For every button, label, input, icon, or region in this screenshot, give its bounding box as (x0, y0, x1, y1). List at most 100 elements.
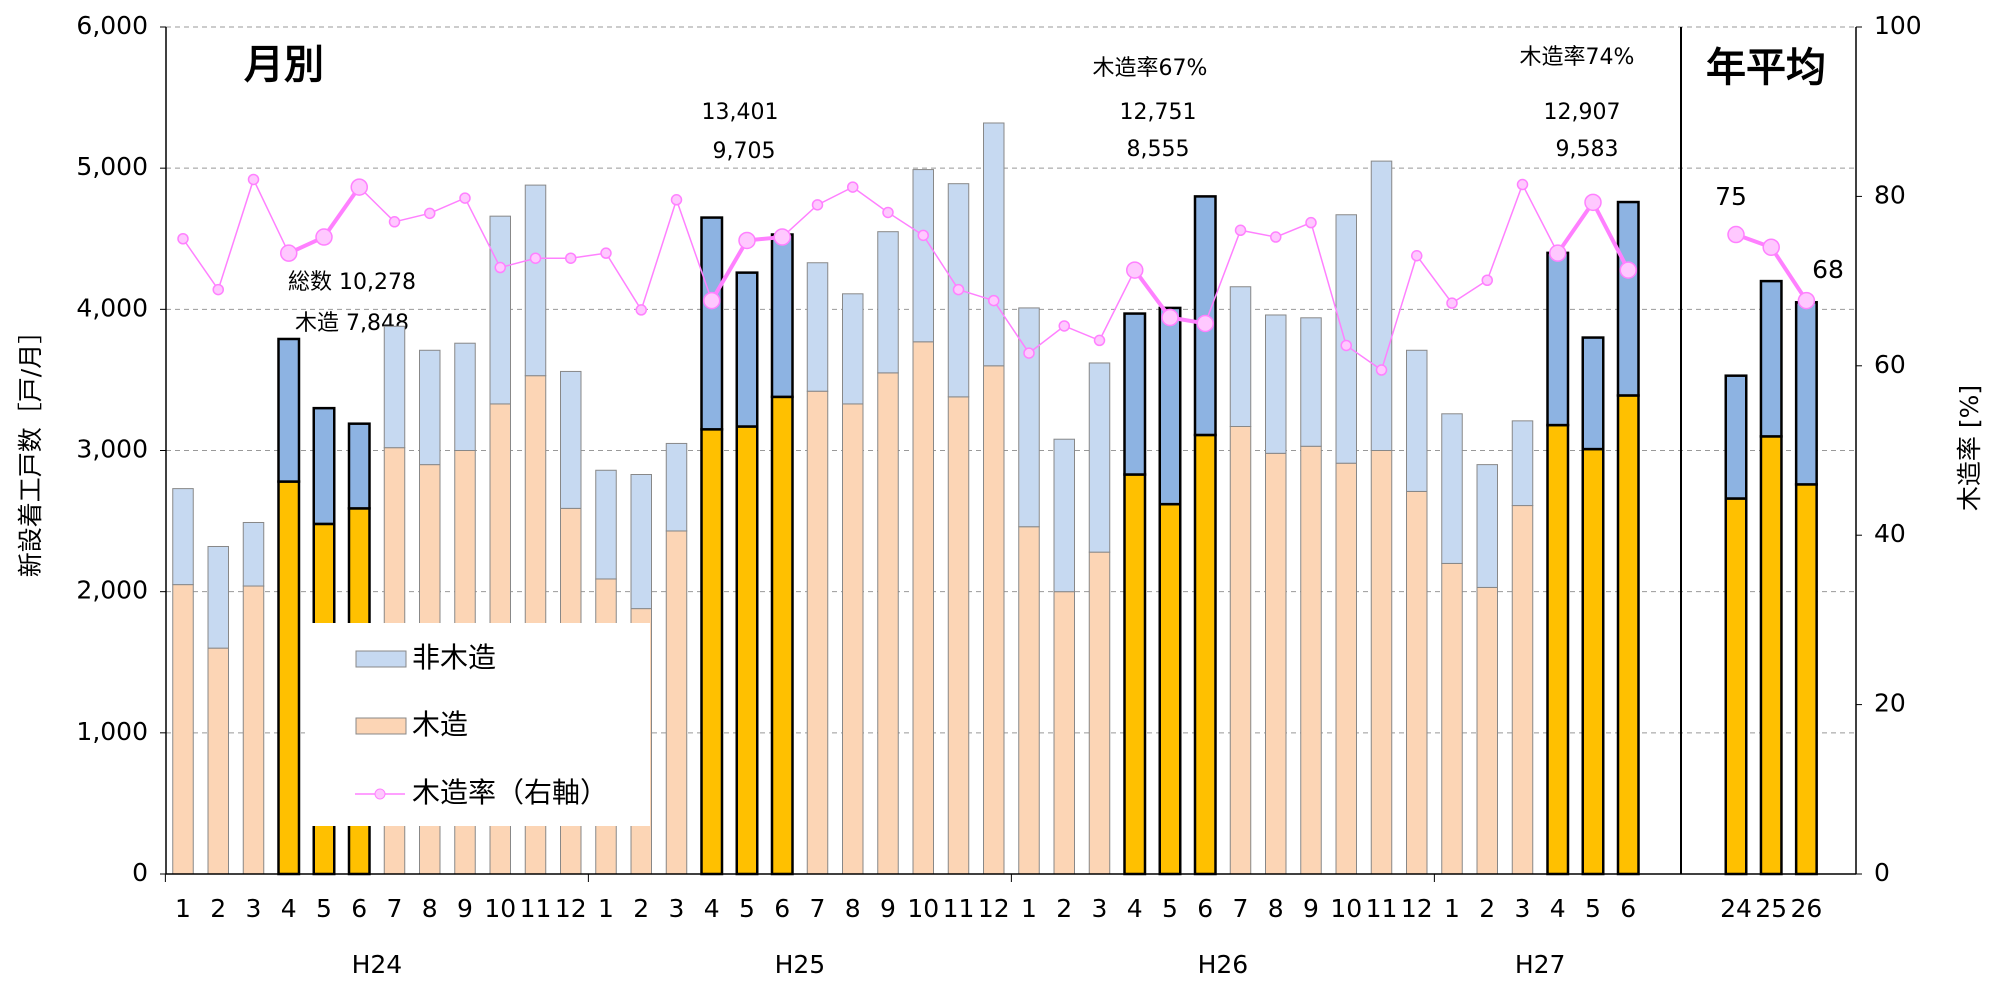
bar-segment (383, 325, 406, 449)
rate-marker (1446, 297, 1458, 309)
x-tick-label: 7 (387, 894, 403, 923)
bar-segment (489, 215, 511, 405)
x-tick-label: 6 (351, 894, 367, 923)
rate-marker (1093, 334, 1106, 347)
bar-segment (983, 122, 1005, 367)
x-tick-label: 3 (1515, 894, 1531, 923)
bar-segment (1441, 562, 1463, 875)
bar-segment (277, 337, 301, 483)
x-tick-label: 4 (1127, 894, 1143, 923)
bar-segment (1476, 464, 1498, 588)
bar-segment (1300, 317, 1322, 447)
bar-segment (1724, 374, 1748, 500)
bar-segment (770, 395, 794, 876)
bar-segment (1581, 336, 1605, 451)
bar-segment (347, 422, 371, 510)
rate-marker (424, 207, 436, 220)
y2-tick-label: 80 (1874, 180, 1906, 209)
bar-segment (842, 403, 864, 875)
rate-marker (388, 216, 401, 228)
x-tick-label: 1 (1444, 894, 1460, 923)
bar-segment (700, 428, 724, 876)
bar-segment (172, 488, 194, 586)
bar-segment (1476, 586, 1498, 875)
bar-segment (1335, 462, 1357, 875)
bar-segment (277, 480, 301, 876)
bar-segment (1759, 435, 1783, 876)
x-tick-label: 4 (704, 894, 720, 923)
group-label: H25 (775, 950, 826, 979)
x-tick-label: 2 (1056, 894, 1072, 923)
rate-marker (1340, 339, 1352, 352)
bar-segment (595, 469, 617, 580)
rate-marker (1516, 178, 1529, 191)
bar-segment (1193, 433, 1217, 876)
rate-marker (1727, 225, 1745, 244)
rate-marker (1375, 364, 1388, 376)
bar-segment (242, 521, 265, 587)
x-tick-label: 2 (210, 894, 226, 923)
rate-marker (738, 231, 756, 250)
bar-segment (1158, 502, 1182, 876)
bar-segment (1158, 306, 1182, 506)
x-tick-label: 5 (316, 894, 332, 923)
rate-marker (1126, 261, 1144, 279)
bar-segment (172, 584, 194, 875)
x-tick-label: 10 (1330, 894, 1362, 923)
x-tick-label: 1 (598, 894, 614, 923)
y2-tick-label: 40 (1874, 519, 1906, 548)
rate-marker (988, 294, 1000, 307)
x-tick-label: 24 (1720, 894, 1752, 923)
x-tick-label: 10 (484, 894, 516, 923)
bar-segment (1053, 438, 1075, 593)
annotation: 8,555 (1127, 137, 1190, 162)
annotation: 木造率74% (1520, 45, 1635, 70)
bar-segment (524, 184, 547, 377)
bar-segment (1229, 286, 1252, 428)
y2-tick-label: 100 (1874, 11, 1922, 40)
bar-segment (1018, 307, 1040, 528)
bar-segment (1370, 450, 1393, 875)
y2-axis-label: 木造率 [%] (1955, 385, 1984, 511)
x-tick-label: 7 (810, 894, 826, 923)
x-tick-label: 8 (845, 894, 861, 923)
bar-segment (560, 370, 582, 509)
rate-marker (1481, 274, 1493, 287)
rate-marker (1549, 244, 1567, 262)
y-tick-label: 2,000 (76, 576, 148, 605)
x-tick-label: 12 (1401, 894, 1433, 923)
bar-segment (1123, 312, 1147, 476)
x-tick-label: 11 (520, 894, 552, 923)
bar-segment (1794, 301, 1818, 486)
rate-marker (1234, 224, 1247, 237)
bar-segment (1265, 452, 1287, 875)
x-tick-label: 25 (1755, 894, 1787, 923)
group-label: H26 (1198, 950, 1249, 979)
section-label: 年平均 (1706, 45, 1826, 91)
bar-segment (312, 406, 336, 526)
rate-marker (565, 252, 577, 264)
rate-marker (1161, 308, 1179, 327)
bar-segment (1724, 497, 1748, 876)
x-tick-label: 9 (1303, 894, 1319, 923)
x-tick-label: 6 (1197, 894, 1213, 923)
x-tick-label: 6 (774, 894, 790, 923)
rate-marker (703, 291, 721, 310)
rate-marker (177, 233, 189, 245)
rate-marker (247, 173, 260, 186)
rate-marker (315, 228, 333, 246)
group-label: H24 (352, 950, 403, 979)
bar-segment (700, 216, 724, 431)
bar-segment (1511, 505, 1534, 875)
rate-marker (459, 192, 471, 204)
x-tick-label: 3 (246, 894, 262, 923)
x-tick-label: 5 (739, 894, 755, 923)
rate-marker (847, 181, 859, 193)
x-tick-label: 8 (422, 894, 438, 923)
x-tick-label: 6 (1620, 894, 1636, 923)
bar-segment (1441, 413, 1463, 564)
x-tick-label: 8 (1268, 894, 1284, 923)
bar-segment (1581, 447, 1605, 876)
x-tick-label: 11 (1366, 894, 1398, 923)
